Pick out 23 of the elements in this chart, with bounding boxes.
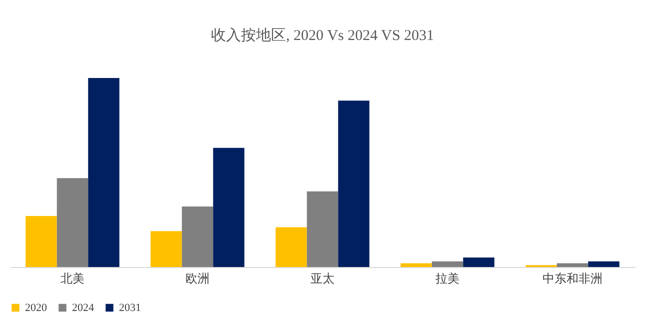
x-tick-label: 拉美 bbox=[436, 272, 460, 286]
bar bbox=[338, 100, 370, 267]
bar bbox=[400, 263, 432, 267]
bar bbox=[88, 78, 120, 267]
chart-title: 收入按地区, 2020 Vs 2024 VS 2031 bbox=[210, 27, 434, 44]
bar bbox=[182, 206, 214, 267]
legend-label: 2031 bbox=[119, 302, 141, 314]
bar bbox=[213, 148, 244, 267]
x-tick-label: 中东和非洲 bbox=[542, 272, 602, 286]
legend-label: 2020 bbox=[25, 302, 48, 314]
bar bbox=[150, 231, 182, 267]
bar bbox=[26, 216, 57, 267]
bar bbox=[276, 227, 307, 267]
bar bbox=[56, 178, 88, 267]
bar bbox=[306, 191, 338, 267]
bar bbox=[556, 263, 588, 267]
x-tick-label: 亚太 bbox=[310, 272, 334, 286]
bar bbox=[463, 258, 494, 267]
x-tick-label: 北美 bbox=[60, 272, 84, 286]
x-tick-label: 欧洲 bbox=[186, 272, 210, 286]
bar bbox=[588, 261, 620, 267]
bar bbox=[432, 261, 464, 267]
legend-label: 2024 bbox=[72, 302, 94, 314]
